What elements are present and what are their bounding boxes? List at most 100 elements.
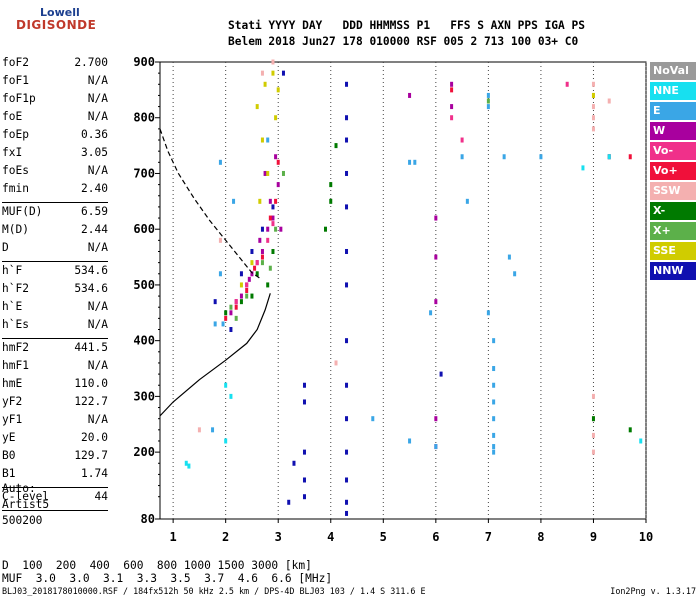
data-point-e — [218, 159, 222, 165]
data-point-sse — [591, 92, 595, 98]
param-row: C-level 44 — [2, 490, 108, 508]
data-point-vo — [450, 87, 454, 93]
data-point-w — [434, 254, 438, 260]
data-point-sse — [255, 104, 259, 110]
param-name: B1 — [2, 467, 16, 480]
data-point-ssw — [591, 393, 595, 399]
data-point-nne — [184, 460, 188, 466]
data-point-nnw — [345, 204, 349, 210]
data-point-nnw — [345, 282, 349, 288]
param-value: N/A — [87, 318, 108, 331]
data-point-nnw — [345, 510, 349, 516]
ionogram-chart: 1 2 3 4 5 6 7 8 9 10 80 200 300 400 500 600 700 800 900 — [133, 55, 653, 544]
x-tick-label: 5 — [380, 530, 387, 544]
data-point-nnw — [345, 477, 349, 483]
data-point-sse — [258, 198, 262, 204]
param-value: 2.40 — [81, 182, 108, 195]
autoscaling-info: Auto: Artist5 500200 — [2, 481, 49, 529]
data-point-e — [492, 444, 496, 450]
data-point-nnw — [345, 170, 349, 176]
data-point-ssw — [260, 70, 264, 76]
station-header: Stati YYYY DAY DDD HHMMSS P1 FFS S AXN P… — [228, 18, 585, 50]
data-point-sse — [271, 70, 275, 76]
param-name: h`F — [2, 264, 23, 277]
param-row: yE 20.0 — [2, 431, 108, 449]
data-point-w — [450, 81, 454, 87]
param-name: yF1 — [2, 413, 23, 426]
legend-item-vo: Vo- — [650, 142, 696, 160]
data-point-vo — [234, 299, 238, 305]
logo-line1: Lowell — [40, 6, 80, 19]
data-point-nne — [187, 463, 191, 469]
data-point-x — [224, 310, 228, 316]
legend-item-x: X- — [650, 202, 696, 220]
data-point-w — [266, 226, 270, 232]
param-value: 44 — [94, 490, 108, 503]
param-row: h`E N/A — [2, 300, 108, 318]
param-value: N/A — [87, 110, 108, 123]
data-point-nnw — [345, 81, 349, 87]
data-point-vo — [271, 221, 275, 227]
param-row: yF1 N/A — [2, 413, 108, 431]
data-point-ssw — [607, 98, 611, 104]
data-point-x — [234, 315, 238, 321]
plot-frame — [159, 61, 647, 520]
data-point-x — [271, 248, 275, 254]
param-value: N/A — [87, 92, 108, 105]
data-point-nnw — [229, 327, 233, 333]
param-value: 0.36 — [81, 128, 108, 141]
data-point-vo — [255, 260, 259, 266]
data-point-w — [268, 198, 272, 204]
distance-label: D — [2, 559, 9, 572]
data-point-sse — [260, 137, 264, 143]
data-point-vo — [276, 159, 280, 165]
data-point-e — [232, 198, 236, 204]
auto-line1: Auto: — [2, 482, 36, 495]
param-row: yF2 122.7 — [2, 395, 108, 413]
data-point-w — [250, 271, 254, 277]
data-point-x — [239, 299, 243, 305]
y-tick-label: 300 — [133, 389, 155, 403]
data-point-nnw — [302, 449, 306, 455]
param-value: 534.6 — [74, 282, 108, 295]
param-name: C-level — [2, 490, 50, 503]
logo-line2: DIGISONDE — [16, 18, 97, 32]
legend-item-e: E — [650, 102, 696, 120]
data-point-x — [255, 271, 259, 277]
data-point-ssw — [271, 59, 275, 65]
data-point-nnw — [239, 271, 243, 277]
y-tick-label: 800 — [133, 111, 155, 125]
param-name: h`Es — [2, 318, 29, 331]
data-point-nnw — [302, 494, 306, 500]
param-name: foF1 — [2, 74, 29, 87]
param-name: foEs — [2, 164, 29, 177]
data-point-vo — [245, 288, 249, 293]
data-point-w — [434, 299, 438, 305]
legend-item-nnw: NNW — [650, 262, 696, 280]
param-row: foEs N/A — [2, 164, 108, 182]
param-row: foE N/A — [2, 110, 108, 128]
data-point-x — [268, 265, 272, 271]
data-point-w — [263, 170, 267, 176]
data-point-e — [539, 154, 543, 160]
data-point-ssw — [591, 432, 595, 438]
data-point-vo — [565, 81, 569, 87]
param-name: h`E — [2, 300, 23, 313]
param-row: MUF(D) 6.59 — [2, 205, 108, 223]
data-point-w — [279, 226, 283, 232]
data-point-e — [492, 399, 496, 405]
param-value: 441.5 — [74, 341, 108, 354]
param-value: 20.0 — [81, 431, 108, 444]
param-value: 3.05 — [81, 146, 108, 159]
param-name: yE — [2, 431, 16, 444]
data-point-x — [486, 98, 490, 104]
data-point-e — [221, 321, 225, 327]
data-point-nnw — [281, 70, 285, 76]
data-point-vo — [450, 115, 454, 121]
param-value: N/A — [87, 359, 108, 372]
data-point-e — [465, 198, 469, 204]
data-point-sse — [239, 282, 243, 288]
param-row: h`F2 534.6 — [2, 282, 108, 300]
data-point-sse — [250, 260, 254, 266]
data-point-w — [450, 104, 454, 110]
